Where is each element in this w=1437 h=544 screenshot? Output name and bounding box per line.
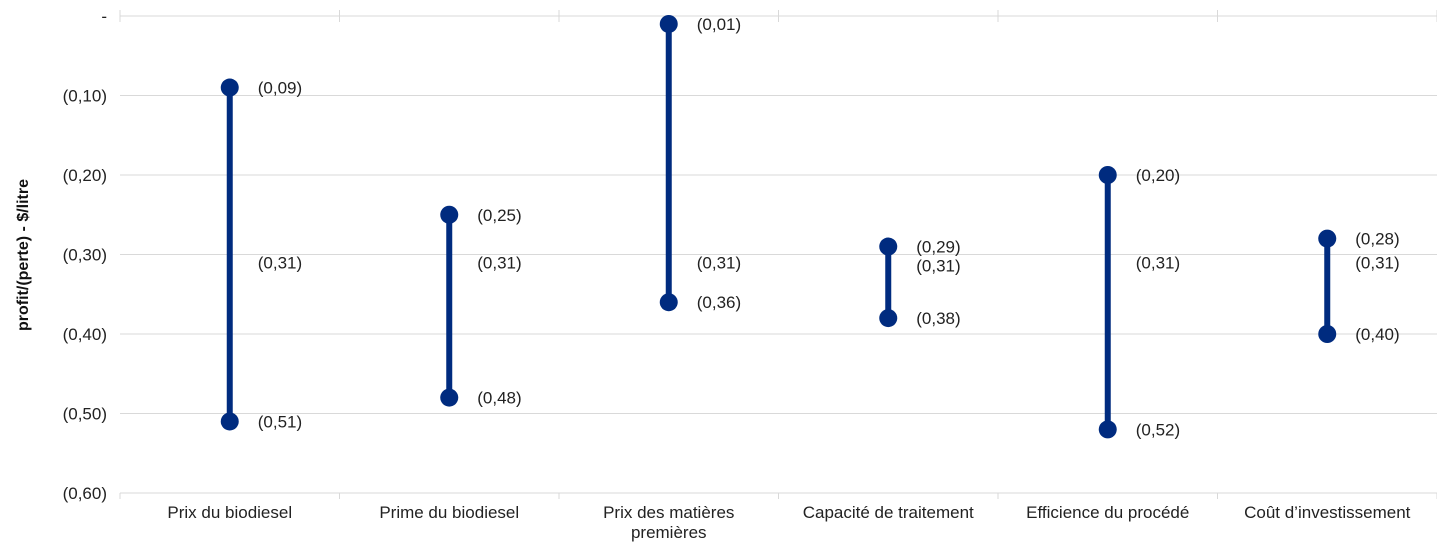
category-label: Prime du biodiesel bbox=[379, 503, 519, 522]
y-tick-label: - bbox=[101, 7, 107, 26]
high-value-label: (0,29) bbox=[916, 238, 960, 257]
high-marker bbox=[1098, 166, 1117, 184]
low-marker bbox=[879, 309, 898, 328]
category-label: Efficience du procédé bbox=[1026, 503, 1189, 522]
category-label: Coût d’investissement bbox=[1244, 503, 1411, 522]
low-marker bbox=[1098, 420, 1117, 439]
low-marker bbox=[440, 388, 459, 407]
low-value-label: (0,51) bbox=[258, 412, 302, 431]
y-axis-tick-labels: - (0,10) (0,20) (0,30) (0,40) (0,50) (0,60) bbox=[63, 7, 107, 503]
high-marker bbox=[440, 205, 459, 224]
data-labels: (0,09) (0,51) (0,31) (0,25) (0,48) (0,31) (0,0… bbox=[258, 15, 1400, 439]
high-marker bbox=[220, 78, 239, 97]
low-value-label: (0,48) bbox=[477, 389, 521, 408]
base-value-label: (0,31) bbox=[1136, 253, 1180, 272]
category-label: Prix du biodiesel bbox=[167, 503, 292, 522]
low-marker bbox=[1318, 325, 1337, 343]
y-tick-label: (0,50) bbox=[63, 405, 107, 424]
low-value-label: (0,40) bbox=[1355, 325, 1399, 344]
y-tick-label: (0,20) bbox=[63, 166, 107, 185]
base-value-label: (0,31) bbox=[697, 253, 741, 272]
high-marker bbox=[1318, 229, 1337, 248]
high-marker bbox=[879, 237, 898, 256]
low-marker bbox=[220, 412, 239, 431]
x-axis-ticks bbox=[119, 10, 1437, 499]
y-tick-label: (0,30) bbox=[63, 246, 107, 265]
high-value-label: (0,01) bbox=[697, 15, 741, 34]
base-value-label: (0,31) bbox=[258, 253, 302, 272]
low-value-label: (0,52) bbox=[1136, 420, 1180, 439]
high-value-label: (0,28) bbox=[1355, 230, 1399, 249]
y-tick-label: (0,10) bbox=[63, 87, 107, 106]
base-value-label: (0,31) bbox=[916, 257, 960, 276]
gridlines bbox=[120, 15, 1437, 494]
high-value-label: (0,09) bbox=[258, 79, 302, 98]
low-marker bbox=[659, 293, 678, 312]
x-axis-category-labels: Prix du biodiesel Prime du biodiesel Prix … bbox=[167, 503, 1410, 542]
y-axis-title: profit/(perte) - $/litre bbox=[15, 179, 32, 331]
low-value-label: (0,36) bbox=[697, 293, 741, 312]
high-value-label: (0,20) bbox=[1136, 166, 1180, 185]
high-marker bbox=[659, 14, 678, 33]
category-label: Capacité de traitement bbox=[803, 503, 974, 522]
range-series bbox=[220, 14, 1337, 439]
base-value-label: (0,31) bbox=[1355, 253, 1399, 272]
category-label: Prix des matières premières bbox=[603, 503, 734, 542]
high-value-label: (0,25) bbox=[477, 206, 521, 225]
base-value-label: (0,31) bbox=[477, 253, 521, 272]
low-value-label: (0,38) bbox=[916, 309, 960, 328]
y-tick-label: (0,40) bbox=[63, 325, 107, 344]
y-tick-label: (0,60) bbox=[63, 484, 107, 503]
